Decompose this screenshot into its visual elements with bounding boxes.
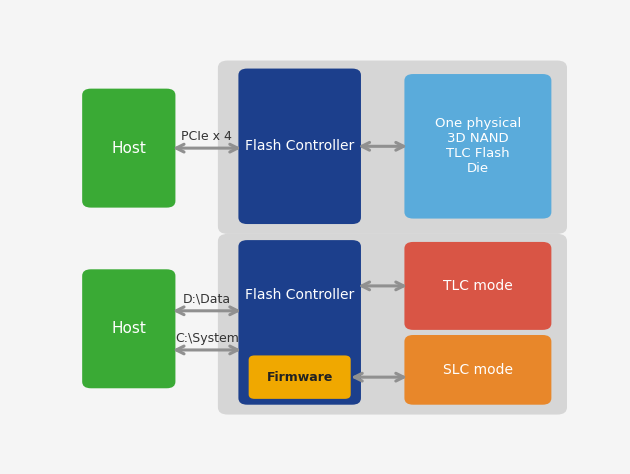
Text: Host: Host [112, 141, 146, 155]
Text: SLC mode: SLC mode [443, 363, 513, 377]
Text: C:\System: C:\System [175, 332, 239, 345]
Text: Firmware: Firmware [266, 371, 333, 383]
Text: Flash Controller: Flash Controller [245, 139, 354, 153]
FancyBboxPatch shape [218, 234, 567, 415]
FancyBboxPatch shape [249, 356, 351, 399]
Text: One physical
3D NAND
TLC Flash
Die: One physical 3D NAND TLC Flash Die [435, 117, 521, 175]
FancyBboxPatch shape [218, 61, 567, 234]
FancyBboxPatch shape [82, 269, 175, 388]
FancyBboxPatch shape [238, 240, 361, 405]
FancyBboxPatch shape [404, 74, 551, 219]
Text: TLC mode: TLC mode [443, 279, 513, 293]
FancyBboxPatch shape [404, 242, 551, 330]
FancyBboxPatch shape [238, 69, 361, 224]
Text: PCIe x 4: PCIe x 4 [181, 129, 232, 143]
FancyBboxPatch shape [404, 335, 551, 405]
FancyBboxPatch shape [82, 89, 175, 208]
Text: D:\Data: D:\Data [183, 292, 231, 306]
Text: Flash Controller: Flash Controller [245, 288, 354, 302]
Text: Host: Host [112, 321, 146, 336]
